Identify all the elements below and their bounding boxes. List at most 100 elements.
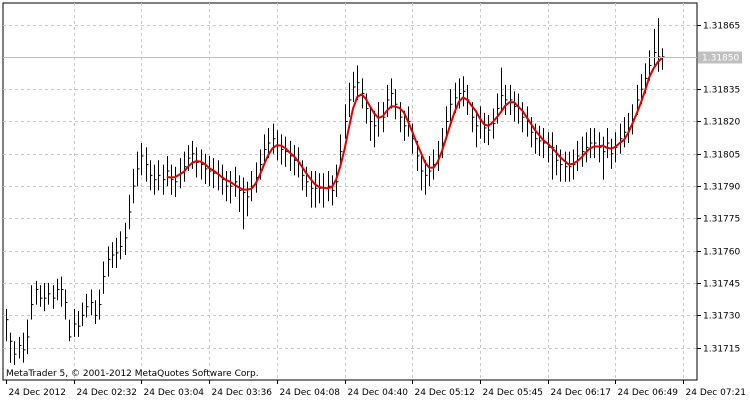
price-bar — [154, 164, 157, 195]
time-tick-label: 24 Dec 2012 — [9, 388, 67, 398]
price-tick-label: 1.31715 — [703, 345, 740, 355]
current-price-layer: 1.31850 — [3, 51, 742, 64]
price-tick-label: 1.31760 — [703, 248, 740, 258]
price-bar — [57, 278, 60, 301]
price-bar — [158, 160, 161, 191]
copyright-label: MetaTrader 5, © 2001-2012 MetaQuotes Sof… — [6, 369, 259, 379]
price-bar — [19, 336, 22, 359]
price-bar — [281, 134, 284, 165]
moving-average-layer — [166, 57, 663, 191]
price-bar — [505, 84, 508, 116]
price-bar — [129, 194, 132, 230]
price-bar — [535, 123, 538, 154]
time-tick-label: 24 Dec 05:12 — [415, 388, 476, 398]
price-bar — [400, 102, 403, 133]
price-bar — [247, 181, 250, 217]
price-bar — [14, 341, 17, 365]
price-bar — [594, 127, 597, 159]
price-bar — [36, 280, 39, 305]
price-bar — [120, 231, 123, 260]
time-axis: 24 Dec 2012 24 Dec 02:32 24 Dec 03:04 24 De… — [6, 380, 747, 398]
price-bar — [620, 123, 623, 154]
price-bar — [61, 276, 64, 307]
price-bar — [510, 84, 513, 116]
price-bar — [167, 155, 170, 187]
price-bar — [484, 112, 487, 144]
time-tick-label: 24 Dec 03:36 — [212, 388, 273, 398]
price-bar — [10, 332, 13, 363]
price-bar — [497, 93, 500, 124]
price-bar — [91, 289, 94, 316]
price-bar — [560, 149, 563, 182]
price-bar — [48, 283, 51, 305]
price-bar — [662, 48, 665, 70]
price-axis: 1.31715 1.31730 1.31745 1.31760 1.31775 1.317… — [697, 22, 740, 355]
price-bar — [421, 155, 424, 191]
price-bar — [531, 117, 534, 148]
price-bar — [543, 127, 546, 159]
price-bar — [125, 222, 128, 256]
price-bar — [582, 136, 585, 167]
price-bar — [86, 293, 89, 318]
price-bar — [603, 136, 606, 180]
price-bar — [116, 237, 119, 268]
price-bar — [353, 71, 356, 103]
price-bar — [315, 171, 318, 208]
moving-average-line — [166, 57, 663, 191]
price-bar — [459, 78, 462, 109]
price-bar — [103, 261, 106, 294]
price-bar — [586, 132, 589, 163]
time-tick-label: 24 Dec 07:21 — [686, 388, 747, 398]
price-bar — [31, 285, 34, 320]
price-bar — [40, 285, 43, 307]
plot-frame — [2, 2, 698, 381]
price-bar — [163, 164, 166, 195]
price-bar — [27, 319, 30, 355]
price-tick-label: 1.31775 — [703, 215, 740, 225]
price-bar — [556, 145, 559, 176]
price-tick-label: 1.31835 — [703, 86, 740, 96]
price-bar — [69, 319, 72, 342]
price-bar — [53, 285, 56, 309]
price-bar — [108, 246, 111, 277]
price-bar — [78, 311, 81, 337]
price-bar — [345, 104, 348, 139]
price-bars — [6, 18, 665, 365]
price-bar — [395, 89, 398, 120]
price-bar — [569, 151, 572, 182]
price-bar — [146, 147, 149, 182]
price-bar — [391, 78, 394, 109]
price-bar — [501, 67, 504, 111]
price-bar — [112, 242, 115, 268]
price-bar — [230, 171, 233, 204]
time-tick-label: 24 Dec 06:17 — [551, 388, 612, 398]
current-price-label: 1.31850 — [702, 54, 739, 64]
price-bar — [239, 175, 242, 212]
price-bar — [654, 28, 657, 68]
time-tick-label: 24 Dec 02:32 — [77, 388, 138, 398]
price-bar — [306, 166, 309, 197]
price-bar — [488, 115, 491, 146]
time-tick-label: 24 Dec 04:40 — [348, 388, 409, 398]
price-tick-label: 1.31805 — [703, 151, 740, 161]
price-bar — [425, 160, 428, 195]
price-bar — [243, 177, 246, 230]
price-bar — [196, 147, 199, 178]
price-bar — [387, 84, 390, 118]
price-bar — [44, 283, 47, 312]
price-bar — [599, 132, 602, 163]
price-bar — [74, 308, 77, 337]
price-bar — [302, 160, 305, 191]
price-bar — [332, 175, 335, 206]
price-bar — [607, 127, 610, 159]
price-bar — [658, 18, 661, 72]
price-bar — [175, 166, 178, 197]
time-tick-label: 24 Dec 03:04 — [144, 388, 205, 398]
price-bar — [205, 153, 208, 184]
time-tick-label: 24 Dec 04:08 — [280, 388, 341, 398]
current-price-tag — [698, 51, 742, 64]
price-bar — [383, 102, 386, 133]
price-tick-label: 1.31730 — [703, 312, 740, 322]
